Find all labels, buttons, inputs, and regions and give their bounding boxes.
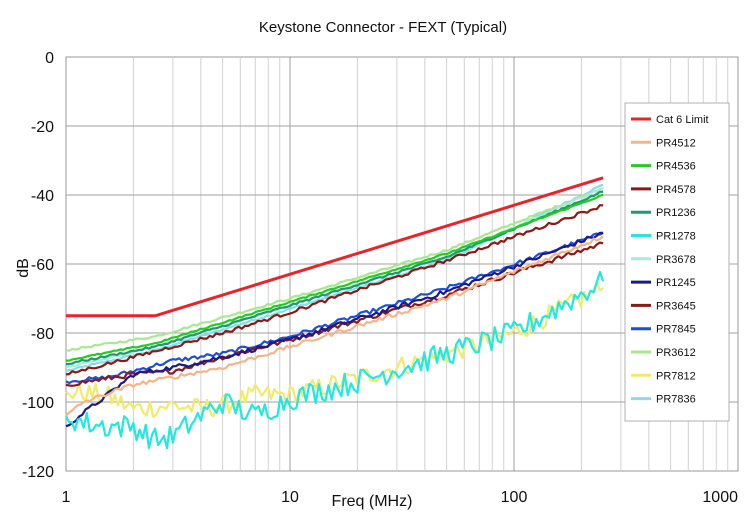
legend-label: PR4512 xyxy=(656,137,696,149)
legend-label: PR1278 xyxy=(656,231,696,243)
y-tick-labels: 0 -20 -40 -60 -80 -100 -120 xyxy=(22,50,54,481)
series-line-pr7812 xyxy=(65,281,604,418)
series-line-cat-6-limit xyxy=(66,176,604,318)
series-line-pr4512 xyxy=(65,235,604,417)
legend-label: PR4536 xyxy=(656,161,696,173)
legend-label: PR3645 xyxy=(656,300,696,312)
x-tick-label: 1 xyxy=(62,489,71,506)
legend-label: Cat 6 Limit xyxy=(656,114,709,126)
series-line-pr3612 xyxy=(65,187,604,352)
legend-label: PR7836 xyxy=(656,394,696,406)
legend-box xyxy=(624,102,730,422)
y-tick-label: -100 xyxy=(22,395,54,412)
y-tick-label: -40 xyxy=(31,188,54,205)
legend-label: PR4578 xyxy=(656,184,696,196)
x-tick-label: 1000 xyxy=(702,489,738,506)
legend-label: PR7845 xyxy=(656,324,696,336)
series-line-pr4578 xyxy=(65,204,604,376)
x-tick-labels: 1 10 100 1000 xyxy=(62,489,739,506)
legend-label: PR3612 xyxy=(656,347,696,359)
y-tick-label: -120 xyxy=(22,464,54,481)
y-tick-label: -60 xyxy=(31,257,54,274)
legend-label: PR1236 xyxy=(656,207,696,219)
data-series xyxy=(65,176,605,450)
series-line-pr1245 xyxy=(65,231,604,428)
legend-label: PR3678 xyxy=(656,254,696,266)
y-axis-label: dB xyxy=(15,258,32,278)
chart-title: Keystone Connector - FEXT (Typical) xyxy=(259,19,507,36)
series-line-pr4536 xyxy=(66,193,604,362)
series-line-pr1278 xyxy=(65,270,605,450)
series-line-pr7845 xyxy=(65,231,604,385)
y-tick-label: -80 xyxy=(31,326,54,343)
legend: Cat 6 Limit PR4512 PR4536 PR4578 PR1236 PR127… xyxy=(624,102,730,422)
x-tick-label: 100 xyxy=(501,489,528,506)
y-tick-label: 0 xyxy=(45,50,54,67)
x-tick-label: 10 xyxy=(281,489,299,506)
x-axis-label: Freq (MHz) xyxy=(332,493,413,510)
y-tick-label: -20 xyxy=(31,119,54,136)
legend-label: PR7812 xyxy=(656,370,696,382)
legend-label: PR1245 xyxy=(656,277,696,289)
